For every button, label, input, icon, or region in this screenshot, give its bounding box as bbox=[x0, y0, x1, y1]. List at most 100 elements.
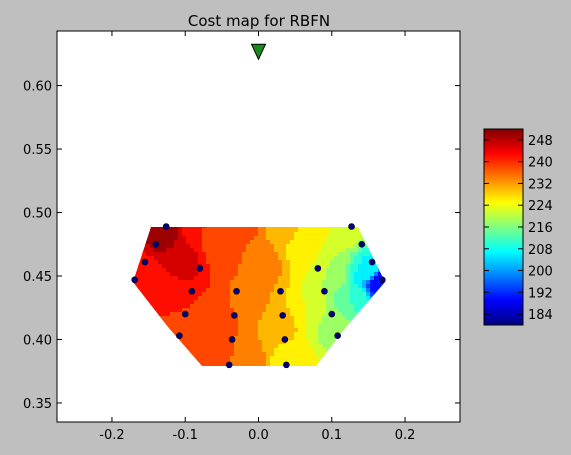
contour-cell bbox=[282, 324, 287, 329]
contour-cell bbox=[198, 300, 203, 305]
contour-cell bbox=[338, 244, 343, 249]
contour-cell bbox=[238, 228, 243, 233]
contour-cell bbox=[214, 360, 219, 365]
contour-cell bbox=[262, 292, 267, 297]
contour-cell bbox=[258, 232, 263, 237]
contour-cell bbox=[178, 312, 183, 317]
contour-cell bbox=[254, 364, 259, 366]
contour-cell bbox=[246, 308, 251, 313]
contour-cell bbox=[266, 236, 271, 241]
contour-cell bbox=[294, 292, 299, 297]
contour-cell bbox=[250, 288, 255, 293]
contour-cell bbox=[358, 304, 363, 309]
contour-cell bbox=[178, 228, 183, 233]
contour-cell bbox=[322, 280, 327, 285]
contour-cell bbox=[326, 312, 331, 317]
contour-cell bbox=[246, 340, 251, 345]
contour-cell bbox=[194, 316, 199, 321]
contour-cell bbox=[246, 296, 251, 301]
contour-cell bbox=[158, 264, 163, 269]
contour-cell bbox=[242, 264, 247, 269]
contour-cell bbox=[162, 232, 167, 237]
contour-cell bbox=[310, 336, 315, 341]
contour-cell bbox=[362, 280, 367, 285]
contour-cell bbox=[218, 276, 223, 281]
contour-cell bbox=[238, 244, 243, 249]
contour-cell bbox=[214, 308, 219, 313]
contour-cell bbox=[294, 312, 299, 317]
contour-cell bbox=[206, 268, 211, 273]
contour-cell bbox=[282, 352, 287, 357]
contour-cell bbox=[266, 316, 271, 321]
contour-cell bbox=[290, 312, 295, 317]
contour-cell bbox=[206, 308, 211, 313]
contour-cell bbox=[310, 232, 315, 237]
contour-cell bbox=[274, 356, 279, 361]
contour-cell bbox=[242, 348, 247, 353]
contour-cell bbox=[206, 276, 211, 281]
contour-cell bbox=[354, 256, 359, 261]
contour-cell bbox=[194, 256, 199, 261]
contour-cell bbox=[230, 296, 235, 301]
contour-cell bbox=[306, 256, 311, 261]
contour-cell bbox=[338, 304, 343, 309]
contour-cell bbox=[266, 348, 271, 353]
contour-cell bbox=[246, 244, 251, 249]
contour-cell bbox=[290, 280, 295, 285]
contour-cell bbox=[202, 348, 207, 353]
contour-cell bbox=[334, 300, 339, 305]
contour-cell bbox=[226, 264, 231, 269]
contour-cell bbox=[346, 256, 351, 261]
contour-cell bbox=[246, 232, 251, 237]
contour-cell bbox=[270, 304, 275, 309]
contour-cell bbox=[326, 324, 331, 329]
contour-cell bbox=[226, 260, 231, 265]
contour-cell bbox=[242, 344, 247, 349]
contour-cell bbox=[294, 344, 299, 349]
contour-cell bbox=[202, 340, 207, 345]
colorbar-tick-label: 192 bbox=[528, 286, 553, 301]
contour-cell bbox=[306, 296, 311, 301]
contour-cell bbox=[354, 268, 359, 273]
contour-cell bbox=[230, 240, 235, 245]
contour-cell bbox=[318, 344, 323, 349]
contour-cell bbox=[162, 272, 167, 277]
contour-cell bbox=[146, 264, 151, 269]
sample-point bbox=[314, 265, 322, 272]
contour-cell bbox=[182, 340, 187, 345]
contour-cell bbox=[186, 288, 191, 293]
contour-cell bbox=[290, 228, 295, 233]
contour-cell bbox=[362, 296, 367, 301]
contour-cell bbox=[250, 344, 255, 349]
contour-cell bbox=[294, 244, 299, 249]
contour-cell bbox=[242, 312, 247, 317]
contour-cell bbox=[154, 268, 159, 273]
contour-cell bbox=[358, 268, 363, 273]
contour-cell bbox=[250, 340, 255, 345]
contour-cell bbox=[246, 320, 251, 325]
contour-cell bbox=[342, 248, 347, 253]
contour-cell bbox=[334, 228, 339, 233]
contour-cell bbox=[266, 352, 271, 357]
contour-cell bbox=[294, 268, 299, 273]
contour-cell bbox=[258, 300, 263, 305]
contour-cell bbox=[198, 316, 203, 321]
contour-cell bbox=[274, 236, 279, 241]
contour-cell bbox=[150, 260, 155, 265]
contour-cell bbox=[306, 248, 311, 253]
contour-cell bbox=[318, 296, 323, 301]
contour-cell bbox=[230, 308, 235, 313]
x-tick-label: 0.2 bbox=[395, 428, 416, 443]
contour-cell bbox=[346, 268, 351, 273]
contour-cell bbox=[334, 240, 339, 245]
contour-cell bbox=[326, 332, 331, 337]
contour-cell bbox=[358, 280, 363, 285]
contour-cell bbox=[182, 328, 187, 333]
contour-cell bbox=[234, 260, 239, 265]
contour-cell bbox=[302, 356, 307, 361]
contour-cell bbox=[322, 228, 327, 233]
contour-cell bbox=[218, 240, 223, 245]
contour-cell bbox=[194, 280, 199, 285]
contour-cell bbox=[198, 236, 203, 241]
contour-cell bbox=[166, 296, 171, 301]
